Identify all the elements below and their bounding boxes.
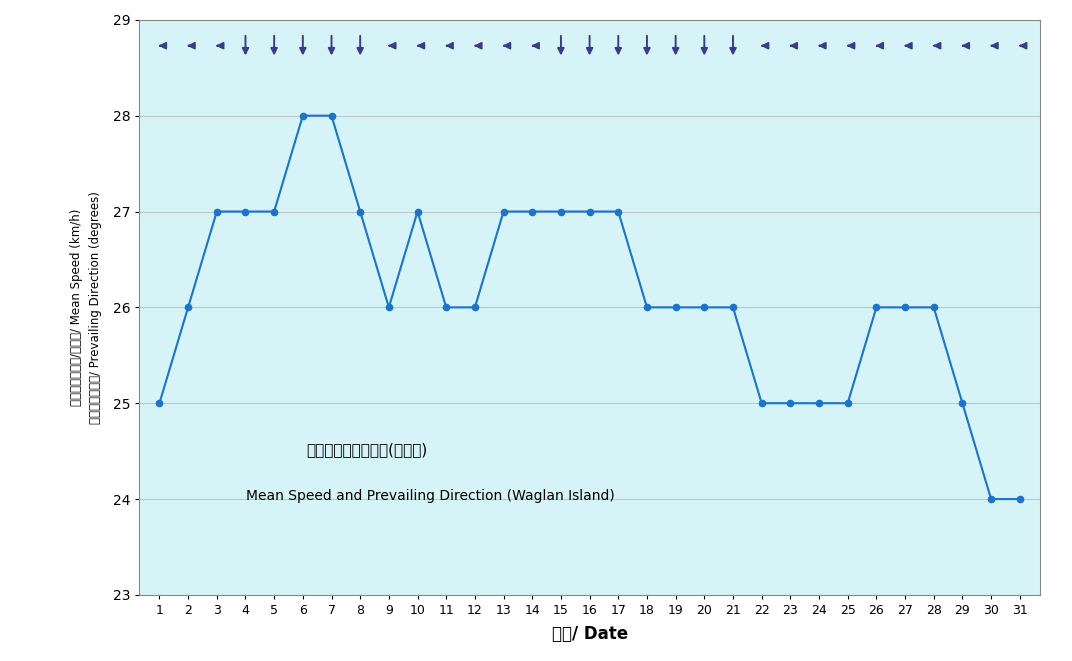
Text: Mean Speed and Prevailing Direction (Waglan Island): Mean Speed and Prevailing Direction (Wag…: [245, 489, 614, 503]
X-axis label: 日期/ Date: 日期/ Date: [551, 625, 628, 643]
Y-axis label: 平均風速（公里/小時）/ Mean Speed (km/h)
盛行風向（度）/ Prevailing Direction (degrees): 平均風速（公里/小時）/ Mean Speed (km/h) 盛行風向（度）/ …: [70, 191, 102, 424]
Text: 平均風速及盛行風向(橫肧島): 平均風速及盛行風向(橫肧島): [306, 442, 428, 457]
